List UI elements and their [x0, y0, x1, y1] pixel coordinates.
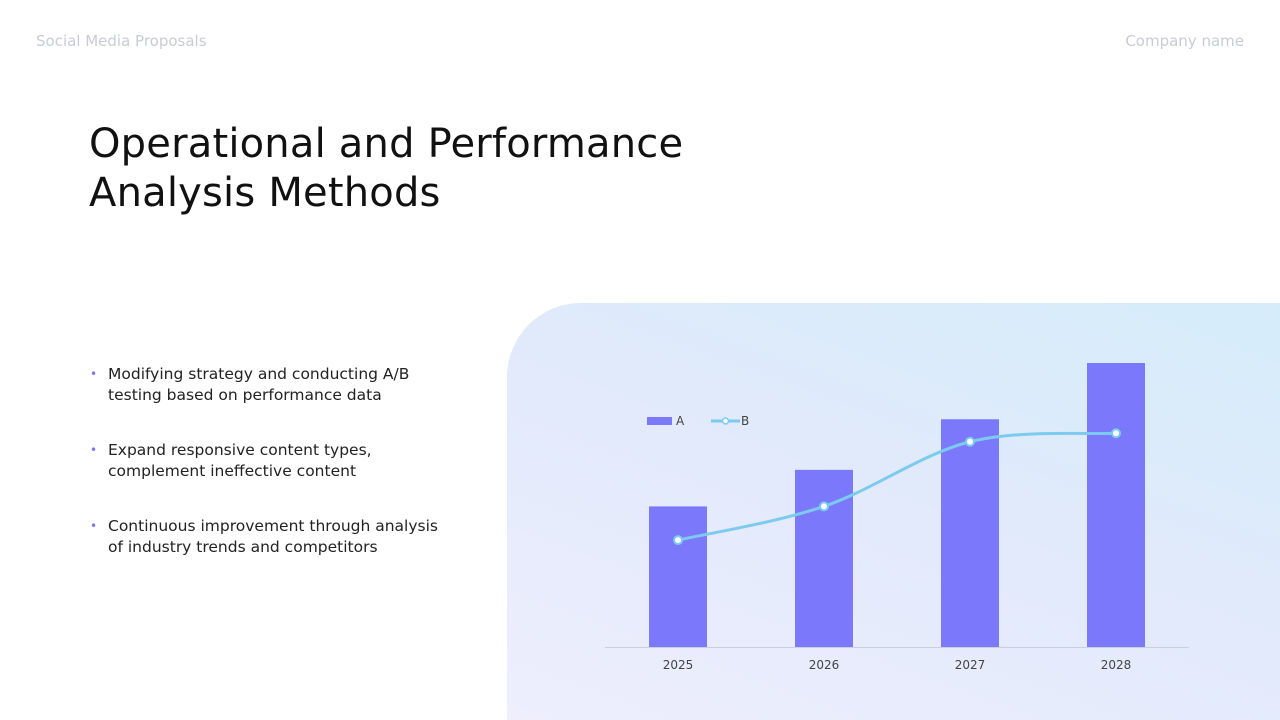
chart-x-tick-label: 2026: [809, 658, 840, 672]
legend-label-a: A: [676, 414, 685, 428]
chart-line-point: [673, 535, 683, 546]
bullet-item: • Expand responsive content types, compl…: [90, 440, 470, 482]
bullet-text-line: Expand responsive content types,: [108, 441, 372, 459]
bullet-item: • Modifying strategy and conducting A/B …: [90, 364, 470, 406]
chart-bar: [1087, 363, 1145, 647]
bullet-text-line: of industry trends and competitors: [108, 538, 378, 556]
bullet-text-line: testing based on performance data: [108, 386, 382, 404]
chart-panel: 2025 2026 2027 2028 A B: [507, 303, 1280, 720]
chart-x-tick-label: 2027: [955, 658, 986, 672]
chart-bar: [795, 469, 853, 647]
chart-line-point: [819, 501, 829, 512]
bullet-dot-icon: •: [90, 519, 98, 533]
bullet-dot-icon: •: [90, 367, 98, 381]
page-title-line-1: Operational and Performance: [89, 121, 684, 167]
header-company-name: Company name: [1125, 32, 1244, 50]
bullet-item: • Continuous improvement through analysi…: [90, 516, 470, 558]
legend-swatch-b-marker: [721, 417, 730, 425]
bullet-text-line: Continuous improvement through analysis: [108, 517, 438, 535]
chart-series-line: [676, 431, 1118, 542]
legend-label-b: B: [741, 414, 749, 428]
page-title-line-2: Analysis Methods: [89, 170, 441, 216]
chart-bar: [649, 506, 707, 647]
chart-x-tick-label: 2025: [663, 658, 694, 672]
bullet-text-line: Modifying strategy and conducting A/B: [108, 365, 410, 383]
chart: 2025 2026 2027 2028 A B: [605, 363, 1189, 672]
chart-line-point: [965, 436, 975, 447]
header-project-label: Social Media Proposals: [36, 32, 207, 50]
bullet-dot-icon: •: [90, 443, 98, 457]
bullet-list: • Modifying strategy and conducting A/B …: [90, 364, 470, 592]
page-title: Operational and Performance Analysis Met…: [89, 120, 789, 218]
chart-x-tick-label: 2028: [1101, 658, 1132, 672]
bullet-text-line: complement ineffective content: [108, 462, 357, 480]
chart-line-point: [1111, 428, 1121, 439]
legend-swatch-a: [647, 417, 672, 425]
chart-bar: [941, 419, 999, 647]
